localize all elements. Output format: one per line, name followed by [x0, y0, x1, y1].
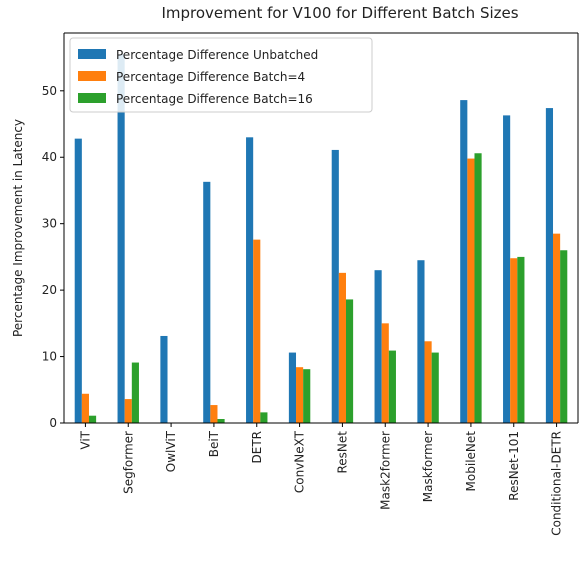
- bar: [288, 352, 297, 423]
- x-tick-label: ConvNeXT: [293, 430, 307, 493]
- bar: [424, 341, 432, 423]
- bar: [467, 158, 475, 424]
- bar: [474, 153, 482, 423]
- bar: [345, 299, 354, 423]
- bar: [117, 54, 125, 423]
- bar: [510, 258, 518, 423]
- bar: [124, 399, 132, 423]
- x-tick-label: Segformer: [121, 431, 135, 494]
- x-tick-label: Conditional-DETR: [550, 431, 564, 536]
- y-tick-label: 10: [42, 350, 57, 364]
- bar: [417, 260, 425, 423]
- legend-label: Percentage Difference Unbatched: [116, 48, 318, 62]
- x-tick-label: ResNet-101: [507, 431, 521, 501]
- bar: [460, 100, 468, 424]
- x-tick-label: MobileNet: [464, 431, 478, 492]
- x-tick-label: ResNet: [335, 431, 349, 474]
- bar: [517, 256, 525, 423]
- y-tick-label: 20: [42, 283, 57, 297]
- bar: [296, 367, 304, 423]
- bar: [131, 362, 139, 423]
- bar: [74, 138, 82, 423]
- x-tick-label: Mask2former: [378, 431, 392, 510]
- chart-title: Improvement for V100 for Different Batch…: [161, 4, 518, 22]
- y-tick-label: 30: [42, 217, 57, 231]
- x-tick-label: BeiT: [207, 430, 221, 457]
- bar: [203, 181, 211, 423]
- legend-label: Percentage Difference Batch=4: [116, 70, 305, 84]
- bar: [553, 233, 561, 423]
- bar: [246, 137, 254, 423]
- bar: [81, 393, 89, 423]
- y-tick-label: 50: [42, 84, 57, 98]
- x-tick-label: ViT: [78, 430, 92, 449]
- x-tick-label: Maskformer: [421, 431, 435, 502]
- bar: [503, 115, 511, 423]
- y-tick-label: 0: [49, 416, 57, 430]
- legend-swatch: [78, 93, 106, 103]
- bar: [431, 352, 439, 423]
- bar: [160, 335, 168, 423]
- bar: [217, 419, 225, 423]
- bar: [545, 108, 554, 423]
- bar: [253, 239, 261, 423]
- legend-box: [69, 37, 373, 113]
- x-tick-label: DETR: [250, 431, 264, 464]
- legend-swatch: [78, 71, 106, 81]
- legend-swatch: [78, 49, 106, 59]
- bar: [338, 272, 346, 423]
- x-tick-label: OwlViT: [164, 430, 178, 472]
- bar: [210, 405, 218, 423]
- bar: [260, 412, 268, 423]
- bar: [303, 369, 311, 423]
- bar: [331, 149, 339, 423]
- y-tick-label: 40: [42, 150, 57, 164]
- bar: [374, 270, 382, 423]
- bar: [388, 350, 396, 423]
- bar: [560, 250, 568, 423]
- bar: [88, 415, 97, 423]
- legend-label: Percentage Difference Batch=16: [116, 92, 313, 106]
- bar: [381, 323, 389, 423]
- y-axis-label: Percentage Improvement in Latency: [11, 119, 25, 337]
